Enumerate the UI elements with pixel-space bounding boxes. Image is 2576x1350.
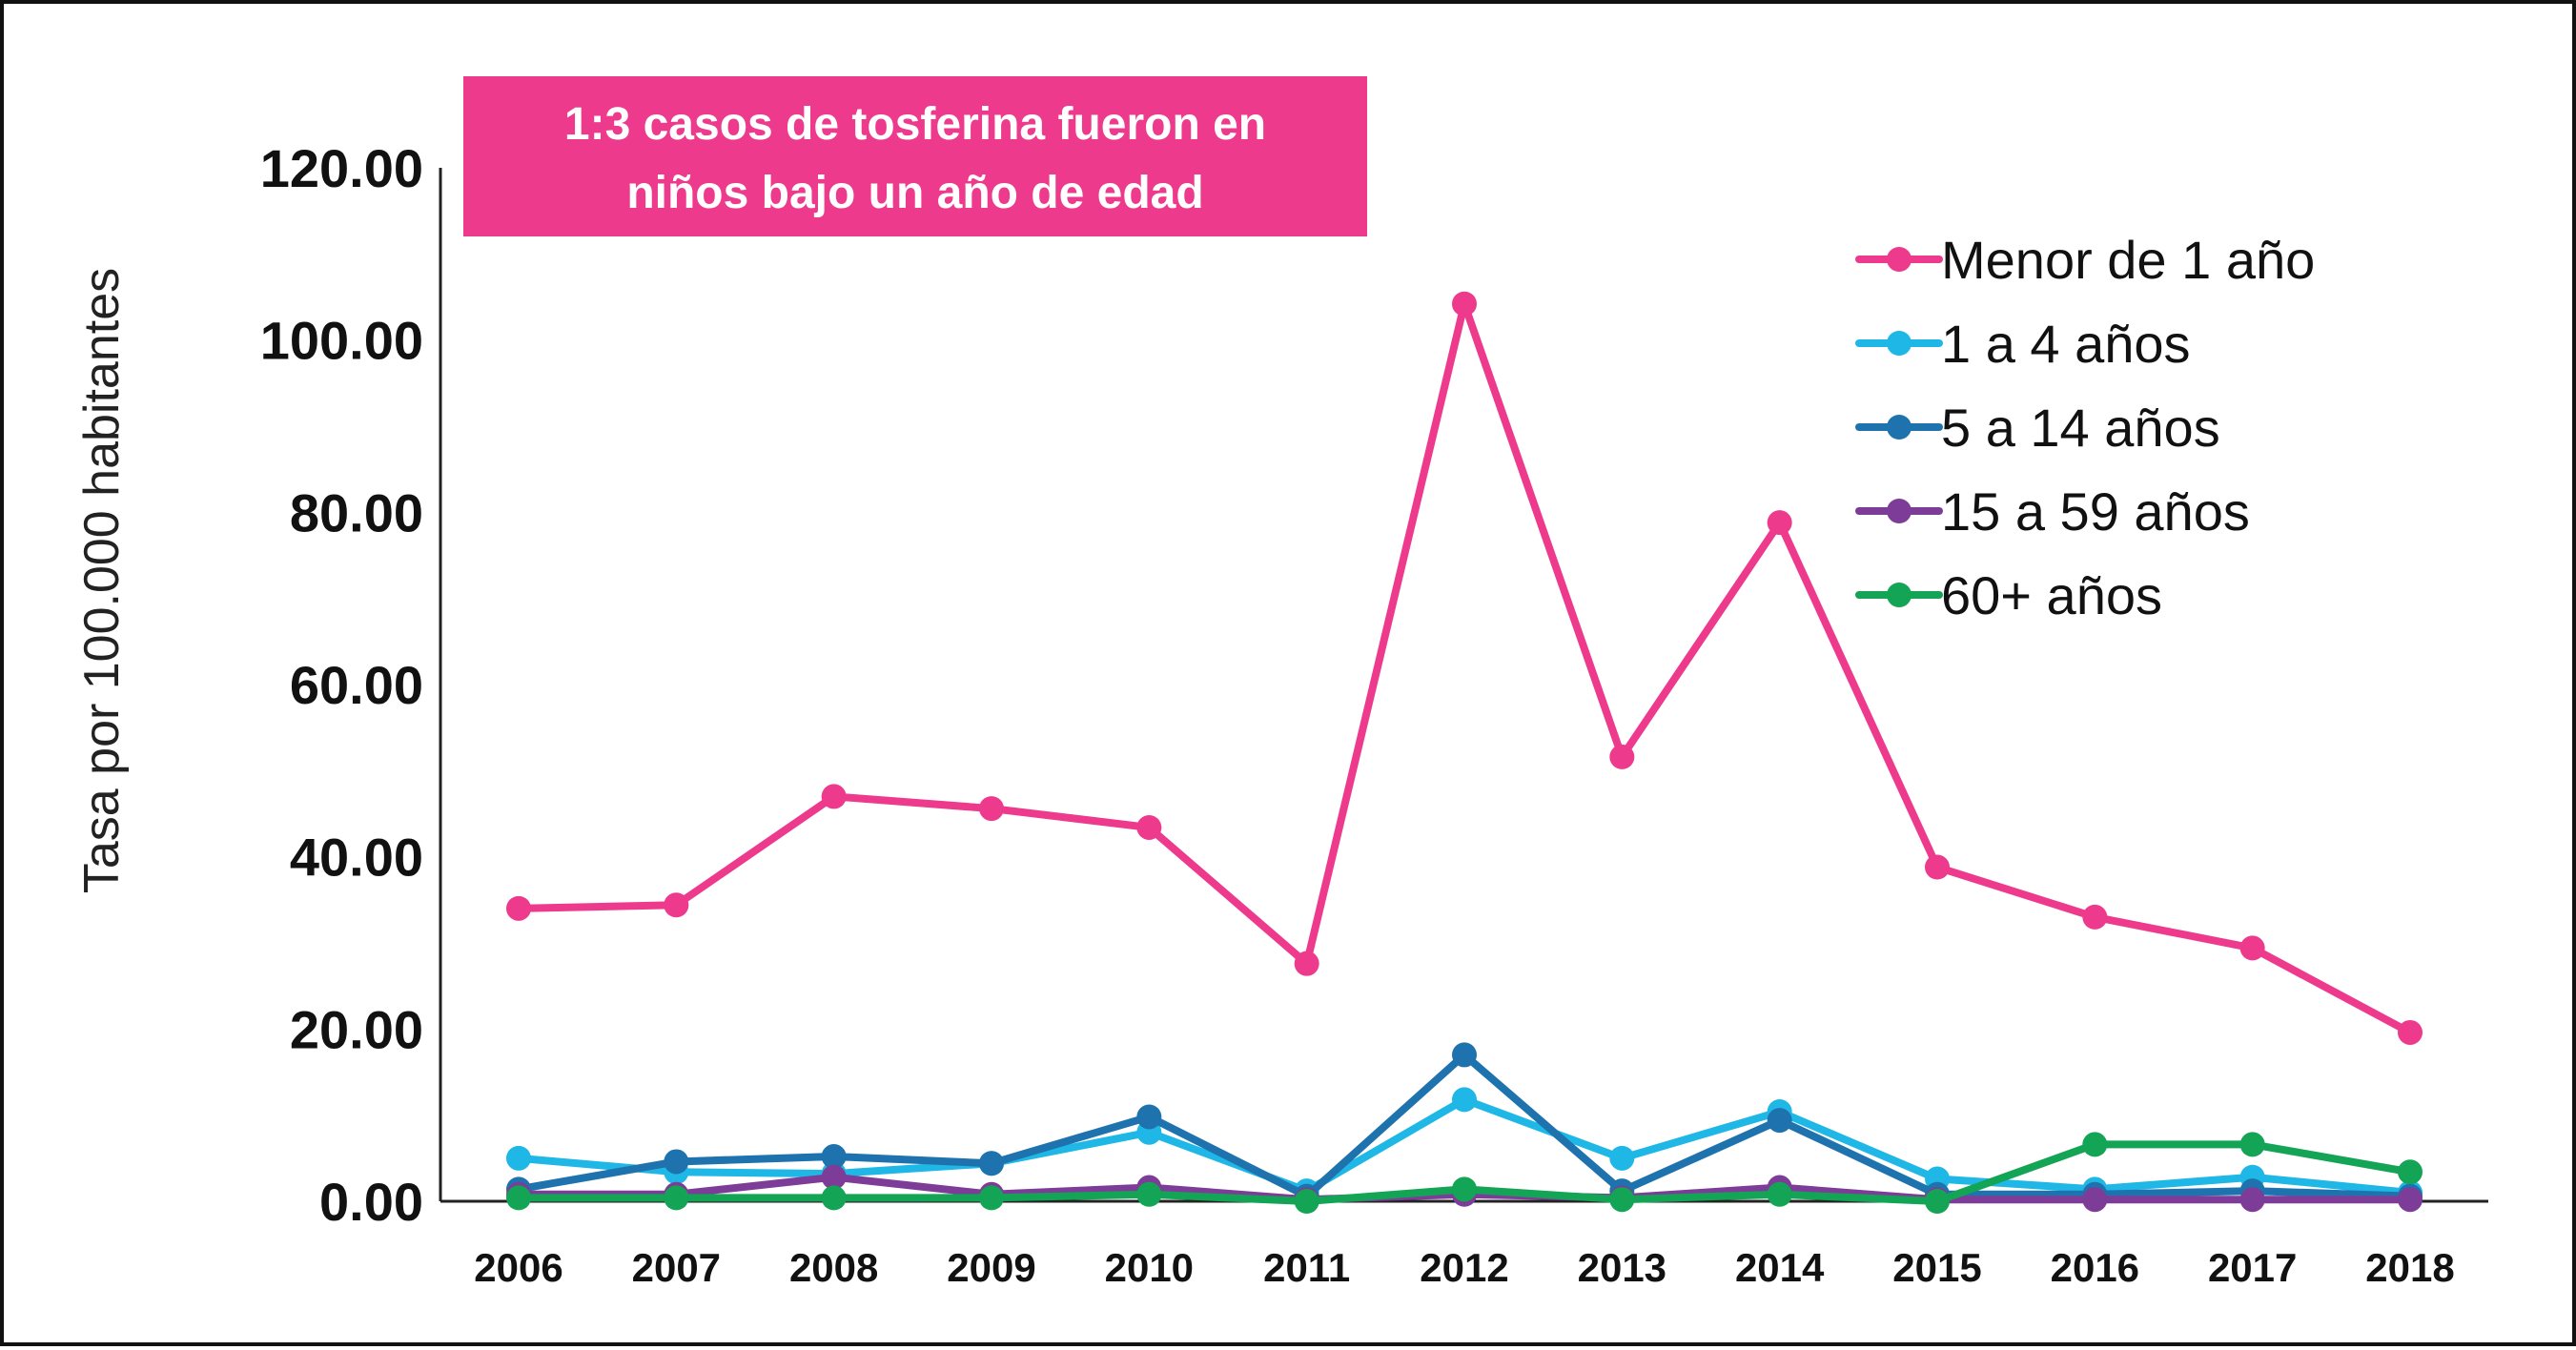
data-point bbox=[1136, 1181, 1162, 1207]
legend-item: Menor de 1 año bbox=[1855, 230, 2315, 290]
y-tick-label: 100.00 bbox=[260, 311, 423, 371]
data-point bbox=[2239, 1187, 2265, 1213]
data-point bbox=[979, 1185, 1004, 1211]
y-axis-label: Tasa por 100.000 habitantes bbox=[74, 268, 130, 893]
x-tick-label: 2008 bbox=[789, 1245, 878, 1290]
x-tick-label: 2013 bbox=[1578, 1245, 1666, 1290]
legend-item: 1 a 4 años bbox=[1855, 314, 2191, 374]
data-point bbox=[1609, 744, 1635, 769]
annotation-box: 1:3 casos de tosferina fueron en niños b… bbox=[463, 76, 1367, 236]
legend-item: 15 a 59 años bbox=[1855, 481, 2250, 542]
legend-swatch-marker bbox=[1887, 247, 1912, 272]
x-tick-label: 2006 bbox=[474, 1245, 562, 1290]
x-tick-label: 2016 bbox=[2051, 1245, 2139, 1290]
data-point bbox=[821, 1144, 847, 1170]
data-point bbox=[506, 895, 531, 921]
legend-swatch-marker bbox=[1887, 583, 1912, 607]
y-tick-label: 60.00 bbox=[290, 655, 423, 715]
data-point bbox=[506, 1145, 531, 1171]
data-point bbox=[1767, 510, 1792, 536]
data-point bbox=[1767, 1108, 1792, 1134]
data-point bbox=[506, 1185, 531, 1211]
data-point bbox=[2082, 1132, 2108, 1157]
data-point bbox=[2398, 1019, 2423, 1045]
data-point bbox=[1452, 1176, 1477, 1202]
data-point bbox=[1452, 291, 1477, 317]
legend-label: Menor de 1 año bbox=[1941, 230, 2315, 290]
legend-item: 5 a 14 años bbox=[1855, 398, 2220, 458]
data-point bbox=[821, 1164, 847, 1190]
data-point bbox=[821, 1185, 847, 1211]
x-tick-label: 2010 bbox=[1105, 1245, 1194, 1290]
x-tick-label: 2014 bbox=[1735, 1245, 1825, 1290]
data-point bbox=[1294, 1189, 1319, 1214]
data-point bbox=[979, 1151, 1004, 1176]
data-point bbox=[2082, 1187, 2108, 1213]
data-point bbox=[1136, 1104, 1162, 1130]
y-tick-label: 0.00 bbox=[319, 1172, 423, 1232]
x-tick-label: 2012 bbox=[1420, 1245, 1508, 1290]
series-0 bbox=[506, 291, 2423, 1045]
data-point bbox=[979, 796, 1004, 822]
y-tick-label: 20.00 bbox=[290, 999, 423, 1059]
x-tick-labels: 2006 2007 2008 2009 2010 2011 2012 2013 2014 2015… bbox=[474, 1245, 2454, 1290]
legend: Menor de 1 año 1 a 4 años 5 a 14 años 15 a … bbox=[1855, 230, 2315, 625]
legend-swatch-marker bbox=[1887, 415, 1912, 440]
data-point bbox=[1452, 1042, 1477, 1068]
data-point bbox=[664, 1185, 689, 1211]
x-tick-label: 2015 bbox=[1892, 1245, 1981, 1290]
legend-label: 5 a 14 años bbox=[1941, 398, 2220, 458]
legend-label: 60+ años bbox=[1941, 565, 2162, 625]
data-point bbox=[1925, 854, 1950, 880]
y-tick-label: 80.00 bbox=[290, 482, 423, 542]
series-group bbox=[506, 291, 2423, 1214]
data-point bbox=[2239, 1132, 2265, 1157]
data-point bbox=[2082, 904, 2108, 930]
annotation-background bbox=[463, 76, 1367, 236]
y-tick-label: 120.00 bbox=[260, 138, 423, 198]
data-point bbox=[2398, 1187, 2423, 1213]
data-point bbox=[1609, 1145, 1635, 1171]
data-point bbox=[1609, 1187, 1635, 1213]
y-tick-labels: 0.00 20.00 40.00 60.00 80.00 100.00 120.00 bbox=[260, 138, 423, 1232]
x-tick-label: 2009 bbox=[947, 1245, 1035, 1290]
legend-label: 1 a 4 años bbox=[1941, 314, 2191, 374]
annotation-line-1: 1:3 casos de tosferina fueron en bbox=[564, 99, 1266, 150]
series-4 bbox=[506, 1132, 2423, 1214]
data-point bbox=[2239, 935, 2265, 961]
data-point bbox=[1452, 1087, 1477, 1113]
data-point bbox=[821, 784, 847, 809]
data-point bbox=[664, 1149, 689, 1175]
legend-swatch-marker bbox=[1887, 499, 1912, 523]
x-tick-label: 2011 bbox=[1263, 1245, 1350, 1290]
data-point bbox=[2398, 1159, 2423, 1185]
data-point bbox=[664, 892, 689, 918]
x-tick-label: 2017 bbox=[2208, 1245, 2297, 1290]
data-point bbox=[1136, 814, 1162, 840]
y-tick-label: 40.00 bbox=[290, 828, 423, 888]
legend-swatch-marker bbox=[1887, 331, 1912, 356]
x-tick-label: 2007 bbox=[632, 1245, 721, 1290]
data-point bbox=[1767, 1181, 1792, 1207]
line-chart: 1:3 casos de tosferina fueron en niños b… bbox=[74, 76, 2488, 1290]
legend-label: 15 a 59 años bbox=[1941, 481, 2250, 542]
annotation-line-2: niños bajo un año de edad bbox=[626, 168, 1203, 218]
legend-item: 60+ años bbox=[1855, 565, 2162, 625]
data-point bbox=[1925, 1189, 1950, 1214]
x-tick-label: 2018 bbox=[2365, 1245, 2454, 1290]
data-point bbox=[1294, 951, 1319, 976]
